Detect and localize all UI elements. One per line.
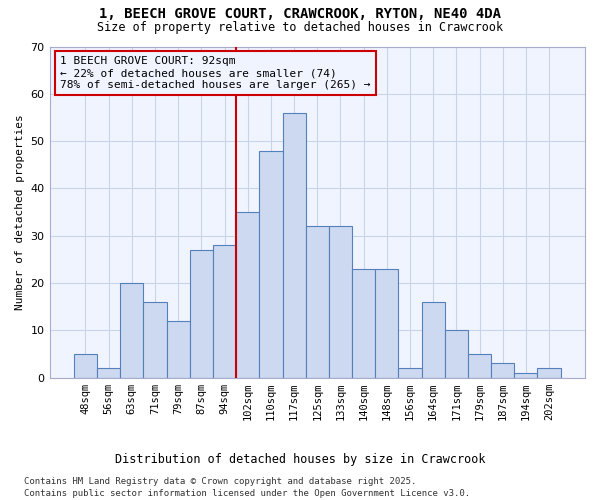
Text: Contains public sector information licensed under the Open Government Licence v3: Contains public sector information licen…	[24, 489, 470, 498]
Bar	[538, 368, 560, 378]
Bar	[97, 368, 120, 378]
Bar	[236, 212, 259, 378]
Text: Distribution of detached houses by size in Crawcrook: Distribution of detached houses by size …	[115, 452, 485, 466]
Bar	[259, 150, 283, 378]
Bar	[398, 368, 422, 378]
Bar	[213, 245, 236, 378]
Bar	[120, 283, 143, 378]
Bar	[74, 354, 97, 378]
Y-axis label: Number of detached properties: Number of detached properties	[15, 114, 25, 310]
Bar	[190, 250, 213, 378]
Bar	[375, 269, 398, 378]
Text: Size of property relative to detached houses in Crawcrook: Size of property relative to detached ho…	[97, 21, 503, 34]
Bar	[445, 330, 468, 378]
Text: 1, BEECH GROVE COURT, CRAWCROOK, RYTON, NE40 4DA: 1, BEECH GROVE COURT, CRAWCROOK, RYTON, …	[99, 8, 501, 22]
Bar	[329, 226, 352, 378]
Bar	[514, 373, 538, 378]
Bar	[468, 354, 491, 378]
Bar	[167, 321, 190, 378]
Bar	[305, 226, 329, 378]
Bar	[352, 269, 375, 378]
Bar	[491, 364, 514, 378]
Text: 1 BEECH GROVE COURT: 92sqm
← 22% of detached houses are smaller (74)
78% of semi: 1 BEECH GROVE COURT: 92sqm ← 22% of deta…	[60, 56, 371, 90]
Text: Contains HM Land Registry data © Crown copyright and database right 2025.: Contains HM Land Registry data © Crown c…	[24, 478, 416, 486]
Bar	[143, 302, 167, 378]
Bar	[422, 302, 445, 378]
Bar	[283, 112, 305, 378]
